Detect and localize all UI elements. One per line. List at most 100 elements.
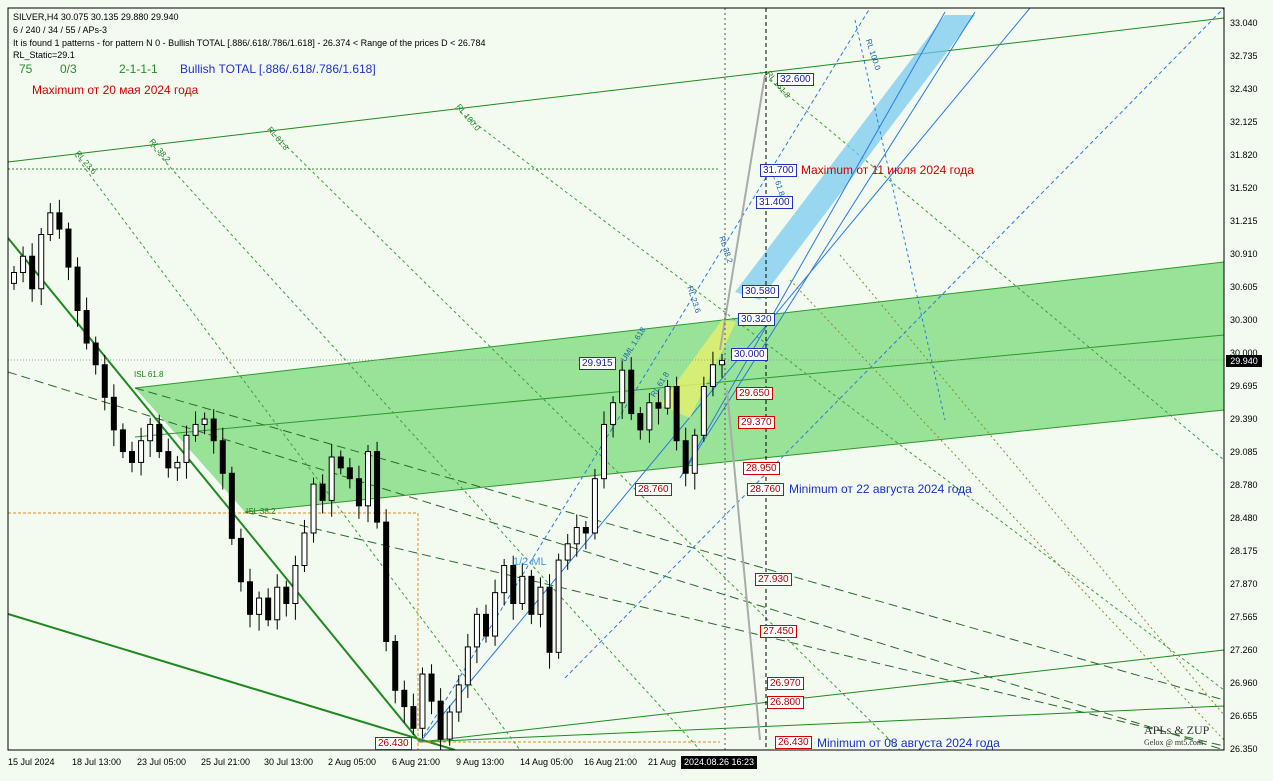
pattern-name: Bullish TOTAL [.886/.618/.786/1.618] <box>180 62 376 76</box>
candle-body <box>119 429 126 453</box>
candle-body <box>510 565 517 604</box>
channel-dashed <box>564 8 1224 679</box>
lower-parallel-line <box>419 649 1224 743</box>
candle-body <box>65 228 72 268</box>
note-min-aug22: Minimum от 22 августа 2024 года <box>789 482 972 496</box>
candle-body <box>664 385 671 409</box>
rl-blue-vertical <box>854 19 946 421</box>
candle-body <box>410 706 417 729</box>
candle-body <box>365 451 371 507</box>
candle-body <box>328 456 335 501</box>
price-tag: 28.760 <box>747 483 784 496</box>
candle-body <box>256 597 263 615</box>
price-tag: 30.580 <box>742 285 779 298</box>
price-tag: 29.370 <box>738 416 775 429</box>
candle-body <box>601 423 607 480</box>
candle-body <box>392 640 399 691</box>
x-tick-label: 18 Jul 13:00 <box>72 757 122 767</box>
candle-body <box>501 565 508 594</box>
candle-body <box>147 423 154 442</box>
y-tick-label: 26.655 <box>1230 710 1258 721</box>
candle-body <box>492 592 499 637</box>
candle-body <box>247 581 253 615</box>
label-isl-382: ISL 38.2 <box>246 507 276 516</box>
y-tick-label: 30.300 <box>1230 315 1258 326</box>
y-tick-label: 31.520 <box>1230 182 1258 193</box>
stat-code: 2-1-1-1 <box>119 62 158 76</box>
y-tick-label: 27.565 <box>1230 612 1258 623</box>
note-max-july: Maximum от 11 июля 2024 года <box>801 163 974 177</box>
candle-body <box>74 266 81 311</box>
y-tick-label: 30.000 <box>1230 347 1258 358</box>
candle-body <box>709 364 716 387</box>
candle-body <box>483 613 489 637</box>
candle-body <box>56 212 63 230</box>
candle-body <box>591 478 598 534</box>
y-tick-label: 32.430 <box>1230 84 1258 95</box>
price-tag: 26.800 <box>767 696 804 709</box>
price-tag: 27.450 <box>760 625 797 638</box>
candle-body <box>355 478 362 507</box>
candle-body <box>628 369 635 415</box>
channel-line-3 <box>679 11 946 479</box>
y-tick-label: 28.175 <box>1230 545 1258 556</box>
candle-body <box>283 586 290 604</box>
y-tick-label: 31.215 <box>1230 216 1258 227</box>
candle-body <box>419 673 426 729</box>
candle-body <box>301 532 308 567</box>
candle-body <box>192 423 199 436</box>
candle-body <box>83 309 90 344</box>
candle-body <box>464 646 471 686</box>
y-tick-label: 32.125 <box>1230 117 1258 128</box>
y-tick-label: 28.480 <box>1230 512 1258 523</box>
x-tick-label: 15 Jul 2024 <box>8 757 55 767</box>
note-min-aug8: Minimum от 08 августа 2024 года <box>817 736 1000 750</box>
y-tick-label: 30.605 <box>1230 282 1258 293</box>
x-tick-label: 16 Aug 21:00 <box>584 757 638 767</box>
candle-body <box>337 456 344 469</box>
brand-site: Gelox @ mt5.com <box>1144 738 1204 747</box>
candle-body <box>310 483 317 534</box>
candle-body <box>210 418 217 442</box>
rl-line-4 <box>454 107 1224 691</box>
fan-dashed-2 <box>134 387 1224 701</box>
x-tick-label: 25 Jul 21:00 <box>201 757 251 767</box>
zone-upper-line <box>134 261 1224 389</box>
y-tick-label: 26.350 <box>1230 744 1258 754</box>
median-parallel-line <box>419 705 1224 743</box>
price-tag: 32.600 <box>777 73 814 86</box>
candle-body <box>455 684 462 713</box>
candle-body <box>700 385 707 436</box>
candle-body <box>129 451 135 463</box>
candle-body <box>38 234 45 290</box>
candlestick-series <box>11 199 725 750</box>
x-tick-label: 23 Jul 05:00 <box>137 757 187 767</box>
candle-body <box>537 586 544 615</box>
x-tick-label: 14 Aug 05:00 <box>520 757 574 767</box>
x-tick-label: 6 Aug 21:00 <box>392 757 441 767</box>
y-tick-label: 27.870 <box>1230 579 1258 590</box>
y-tick-label: 32.735 <box>1230 51 1258 62</box>
candle-body <box>110 396 117 431</box>
y-tick-label: 29.695 <box>1230 381 1258 391</box>
candle-body <box>428 673 435 702</box>
x-tick-label: 9 Aug 13:00 <box>456 757 505 767</box>
candle-body <box>519 575 526 604</box>
brand-block: APLs & ZUP Gelox @ mt5.com <box>1144 723 1209 747</box>
brand-name: APLs & ZUP <box>1144 723 1210 737</box>
candle-body <box>201 418 208 425</box>
candle-body <box>610 402 617 425</box>
rl-line-1 <box>74 154 521 750</box>
candle-body <box>655 402 662 409</box>
x-tick-label: 21 Aug <box>648 757 677 767</box>
candle-body <box>673 385 680 442</box>
price-tag: 28.760 <box>635 483 672 496</box>
current-time-badge: 2024.08.26 16:23 <box>681 756 758 769</box>
candle-body <box>473 613 480 648</box>
header-params-line: 6 / 240 / 34 / 55 / APs-3 <box>13 25 108 35</box>
candle-body <box>646 402 653 431</box>
candle-body <box>92 342 99 366</box>
price-tag: 27.930 <box>755 573 792 586</box>
candle-body <box>637 413 644 431</box>
